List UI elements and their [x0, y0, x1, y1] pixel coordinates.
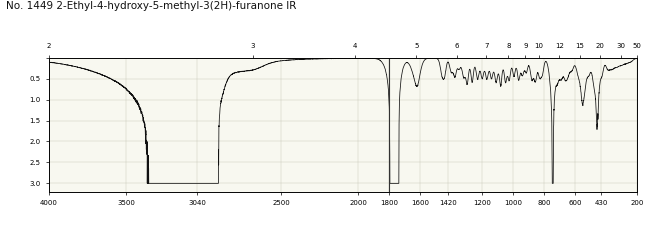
Text: No. 1449 2-Ethyl-4-hydroxy-5-methyl-3(2H)-furanone IR: No. 1449 2-Ethyl-4-hydroxy-5-methyl-3(2H… — [6, 1, 297, 11]
